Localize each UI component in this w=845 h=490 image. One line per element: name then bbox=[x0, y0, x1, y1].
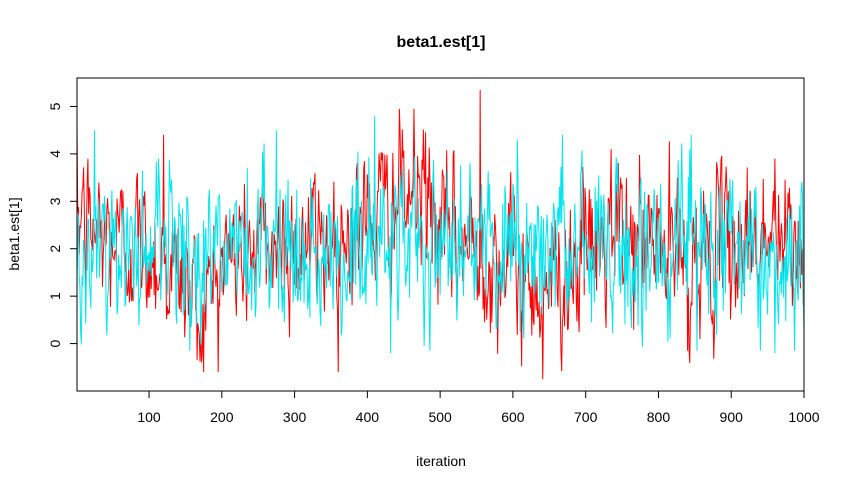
y-tick-label: 1 bbox=[47, 292, 63, 300]
x-tick-label: 100 bbox=[137, 409, 161, 425]
series-layer bbox=[76, 89, 805, 380]
plot-frame bbox=[76, 77, 805, 392]
x-axis: 100 200 300 400 500 600 700 800 900 1000 bbox=[137, 391, 820, 425]
x-axis-label: iteration bbox=[416, 453, 466, 469]
y-tick-label: 3 bbox=[47, 197, 63, 205]
x-tick-label: 300 bbox=[283, 409, 307, 425]
x-tick-label: 900 bbox=[720, 409, 744, 425]
y-tick-label: 2 bbox=[47, 245, 63, 253]
x-tick-label: 400 bbox=[356, 409, 380, 425]
x-tick-label: 800 bbox=[647, 409, 671, 425]
y-axis: 0 1 2 3 4 5 bbox=[47, 102, 77, 347]
x-tick-label: 500 bbox=[428, 409, 452, 425]
chart-title: beta1.est[1] bbox=[397, 34, 486, 51]
x-tick-label: 200 bbox=[210, 409, 234, 425]
y-tick-label: 4 bbox=[47, 150, 63, 158]
x-tick-label: 700 bbox=[574, 409, 598, 425]
y-tick-label: 5 bbox=[47, 102, 63, 110]
series-line-2 bbox=[76, 115, 805, 354]
x-tick-label: 600 bbox=[501, 409, 525, 425]
y-axis-label: beta1.est[1] bbox=[6, 197, 22, 270]
y-tick-label: 0 bbox=[47, 339, 63, 347]
x-tick-label: 1000 bbox=[788, 409, 819, 425]
